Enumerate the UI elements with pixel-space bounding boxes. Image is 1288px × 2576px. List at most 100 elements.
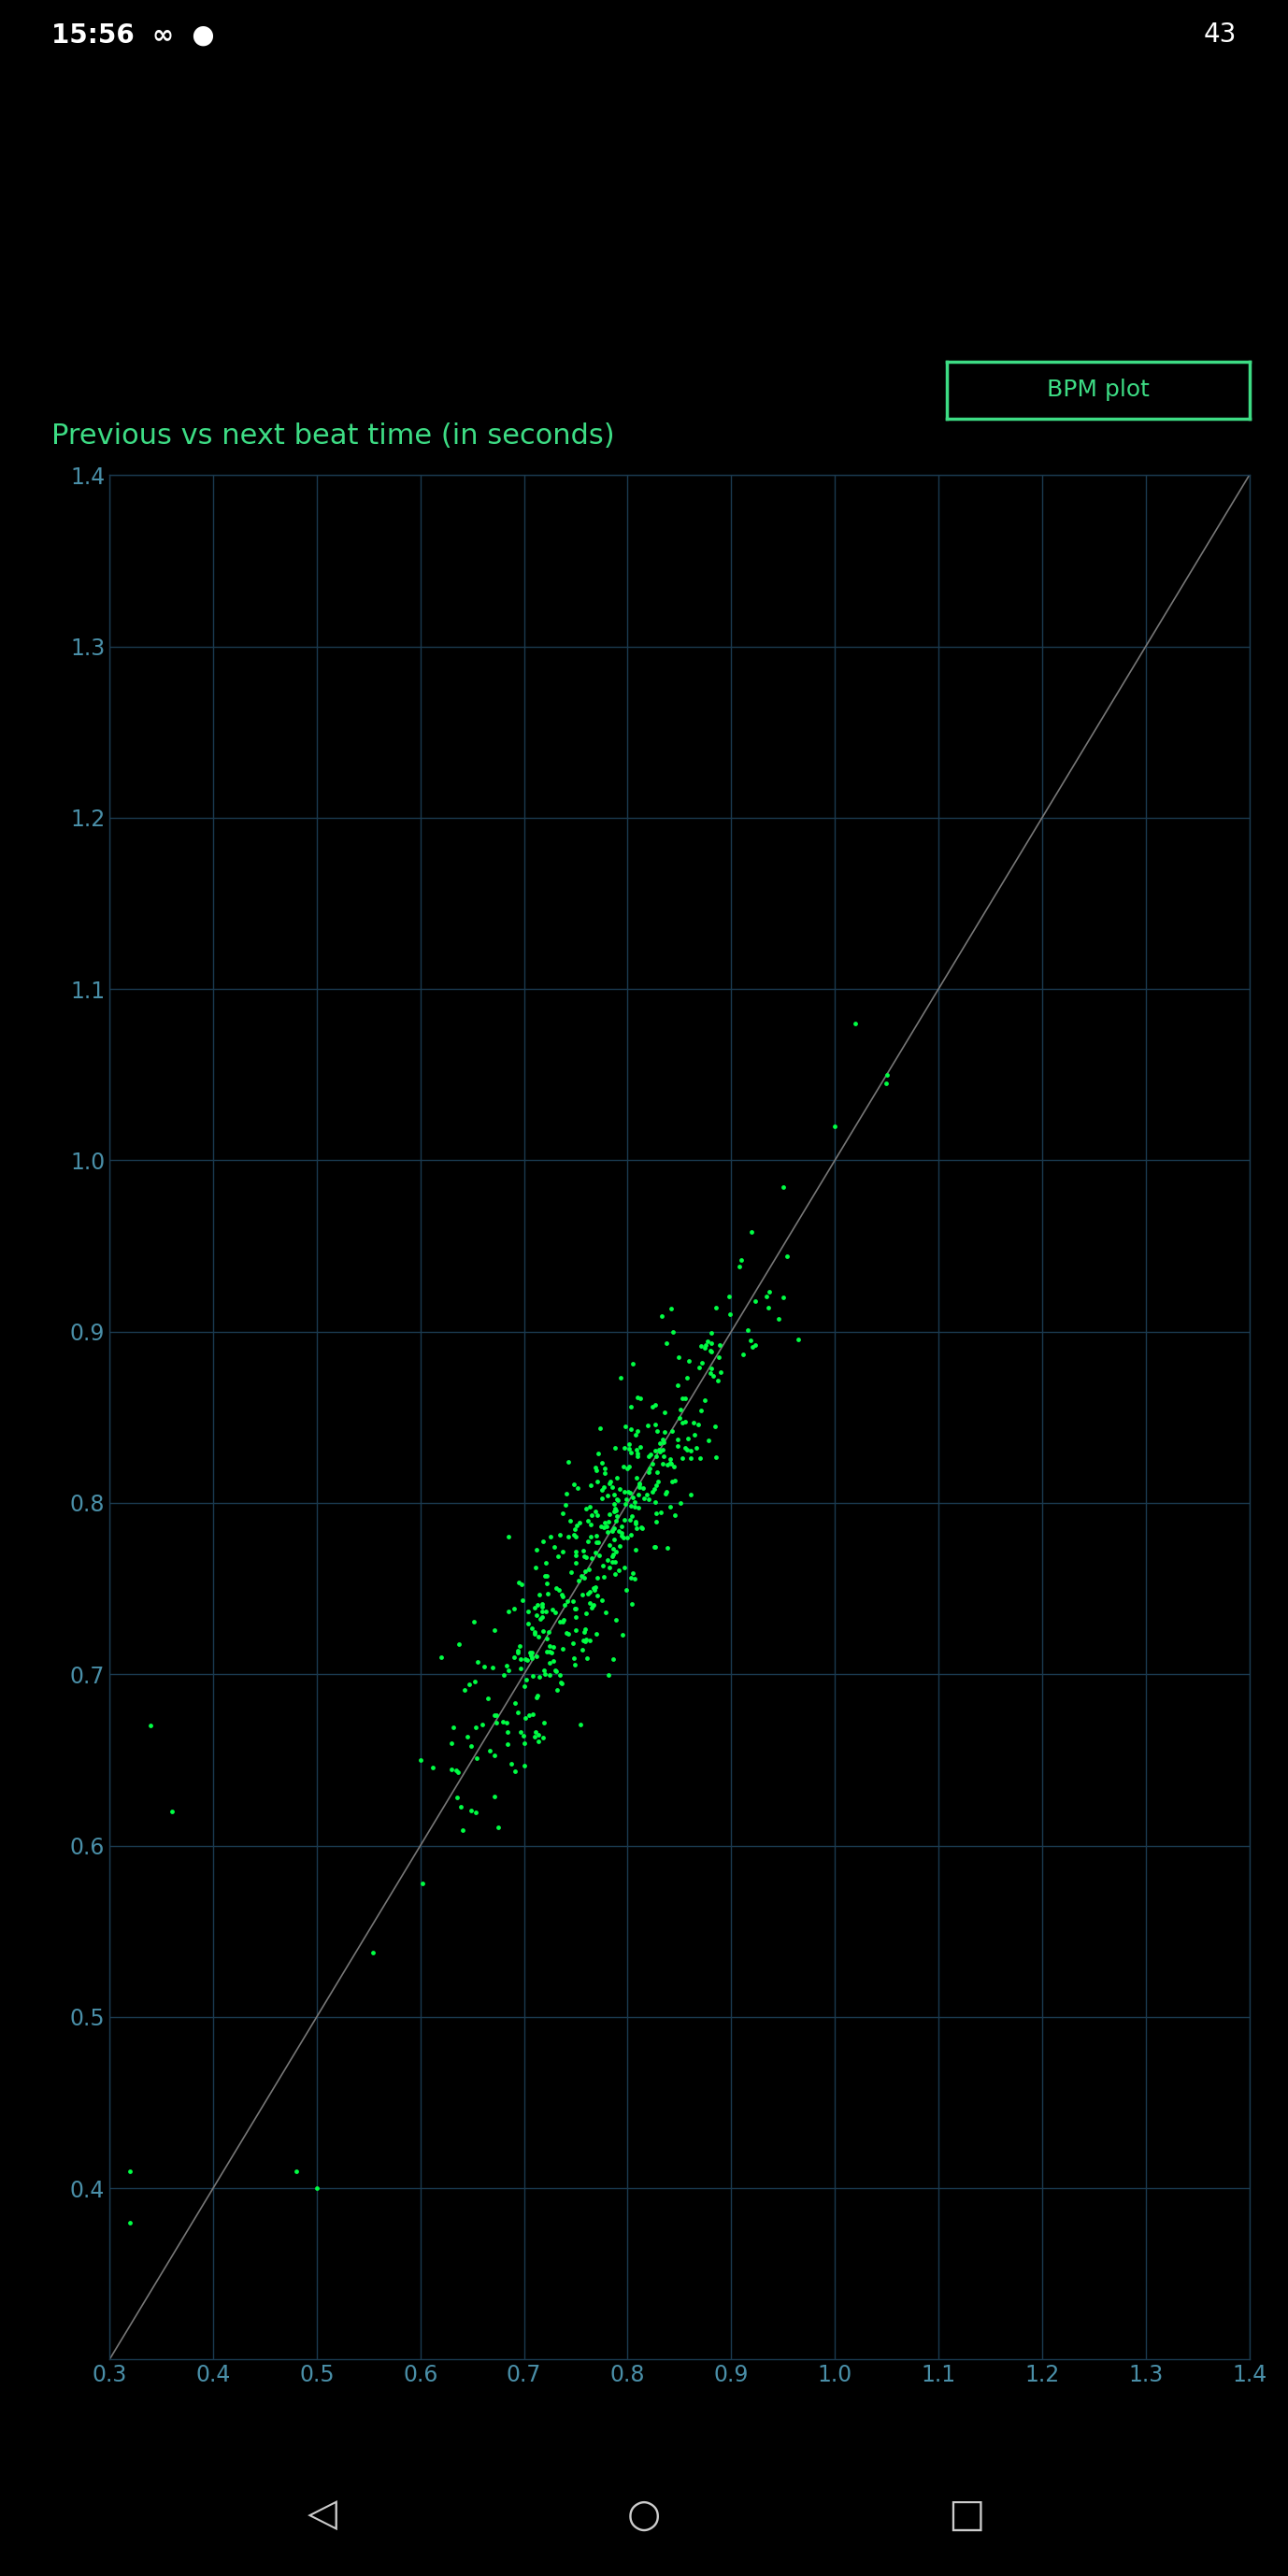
Point	[583, 1569, 604, 1610]
Point	[605, 1530, 626, 1571]
Point	[653, 1422, 674, 1463]
Point	[452, 1808, 473, 1850]
Point	[529, 1597, 550, 1638]
Point	[663, 1311, 684, 1352]
Point	[528, 1615, 549, 1656]
Point	[599, 1494, 620, 1535]
Text: Previous vs next beat time (in seconds): Previous vs next beat time (in seconds)	[52, 422, 614, 448]
Point	[558, 1517, 578, 1558]
Point	[599, 1654, 620, 1695]
Point	[741, 1211, 761, 1252]
Point	[645, 1435, 666, 1476]
Point	[576, 1538, 596, 1579]
Point	[507, 1692, 528, 1734]
Point	[599, 1548, 620, 1589]
Point	[564, 1643, 585, 1685]
Point	[553, 1530, 573, 1571]
Point	[701, 1329, 721, 1370]
Point	[524, 1613, 545, 1654]
Point	[701, 1332, 721, 1373]
Point	[622, 1584, 643, 1625]
Point	[656, 1471, 676, 1512]
Point	[591, 1479, 612, 1520]
Point	[465, 1790, 486, 1832]
Point	[565, 1504, 586, 1546]
Point	[582, 1494, 603, 1535]
Point	[510, 1638, 531, 1680]
Point	[585, 1533, 605, 1574]
Point	[672, 1437, 693, 1479]
Point	[741, 1319, 761, 1360]
Point	[607, 1458, 627, 1499]
Point	[672, 1378, 693, 1419]
Point	[497, 1723, 518, 1765]
Point	[604, 1517, 625, 1558]
Point	[636, 1473, 657, 1515]
Point	[455, 1669, 475, 1710]
Point	[617, 1448, 638, 1489]
Point	[618, 1471, 639, 1512]
Point	[630, 1463, 650, 1504]
Point	[574, 1620, 595, 1662]
Point	[639, 1479, 659, 1520]
Point	[286, 2151, 307, 2192]
Point	[657, 1445, 677, 1486]
Point	[594, 1466, 614, 1507]
Point	[621, 1558, 641, 1600]
Point	[668, 1337, 689, 1378]
Point	[558, 1613, 578, 1654]
Point	[515, 1659, 536, 1700]
Point	[607, 1479, 627, 1520]
Point	[603, 1533, 623, 1574]
Point	[622, 1497, 643, 1538]
Point	[520, 1631, 541, 1672]
Point	[601, 1540, 622, 1582]
Point	[645, 1383, 666, 1425]
Point	[708, 1360, 729, 1401]
Point	[587, 1522, 608, 1564]
Point	[621, 1486, 641, 1528]
Point	[569, 1561, 590, 1602]
Point	[514, 1744, 535, 1785]
Point	[738, 1309, 759, 1350]
Point	[600, 1461, 621, 1502]
Point	[614, 1471, 635, 1512]
Point	[710, 1324, 730, 1365]
Point	[443, 1705, 464, 1747]
Point	[513, 1716, 533, 1757]
Point	[515, 1638, 536, 1680]
Point	[599, 1463, 620, 1504]
Point	[650, 1432, 671, 1473]
Point	[518, 1589, 538, 1631]
Point	[560, 1499, 581, 1540]
Point	[529, 1574, 550, 1615]
Point	[706, 1285, 726, 1327]
Point	[612, 1613, 632, 1654]
Point	[542, 1625, 563, 1667]
Point	[448, 1752, 469, 1793]
Point	[592, 1546, 613, 1587]
Point	[634, 1479, 654, 1520]
Point	[484, 1775, 505, 1816]
Point	[639, 1450, 659, 1492]
Point	[576, 1551, 596, 1592]
Point	[574, 1607, 595, 1649]
Point	[564, 1463, 585, 1504]
Point	[478, 1677, 498, 1718]
Point	[591, 1579, 612, 1620]
Point	[518, 1695, 538, 1736]
Point	[586, 1515, 607, 1556]
Point	[670, 1388, 690, 1430]
Point	[553, 1492, 573, 1533]
Point	[644, 1468, 665, 1510]
Point	[577, 1638, 598, 1680]
Point	[554, 1600, 574, 1641]
Point	[625, 1502, 645, 1543]
Point	[627, 1378, 648, 1419]
Point	[551, 1574, 572, 1615]
Point	[653, 1430, 674, 1471]
Point	[538, 1654, 559, 1695]
Point	[486, 1703, 506, 1744]
Point	[564, 1589, 585, 1631]
Point	[604, 1540, 625, 1582]
